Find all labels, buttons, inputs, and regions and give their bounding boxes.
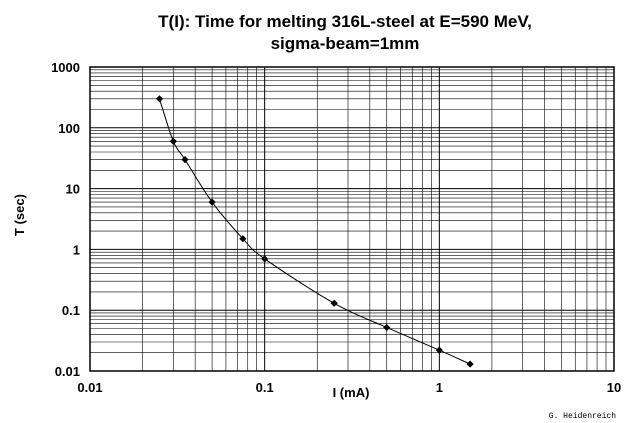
data-point-marker	[330, 299, 338, 307]
series-line	[159, 98, 471, 365]
data-point-marker	[239, 235, 247, 243]
author-credit: G. Heidenreich	[549, 412, 616, 421]
y-axis-label: T (sec)	[12, 194, 27, 236]
x-tick-label: 10	[607, 380, 621, 395]
data-point-marker	[383, 323, 391, 332]
y-tick-label: 1	[73, 242, 80, 257]
y-tick-label: 10	[66, 182, 80, 197]
chart-title-line2: sigma-beam=1mm	[271, 34, 420, 53]
data-point-marker	[155, 95, 164, 103]
x-axis-label: I (mA)	[333, 385, 370, 400]
y-tick-label: 0.1	[62, 303, 80, 318]
plot-frame	[89, 66, 615, 372]
chart-title-line1: T(I): Time for melting 316L-steel at E=5…	[158, 12, 532, 31]
data-points	[155, 95, 474, 368]
y-tick-labels: 1000 100 10 1 0.1 0.01	[51, 60, 80, 379]
data-point-marker	[169, 137, 177, 145]
x-tick-label: 0.01	[77, 380, 102, 395]
y-tick-label: 1000	[51, 60, 80, 75]
data-point-marker	[261, 255, 269, 263]
data-point-marker	[435, 346, 443, 354]
y-tick-label: 0.01	[55, 364, 80, 379]
data-point-marker	[466, 360, 474, 368]
grid	[89, 67, 614, 372]
data-point-marker	[208, 198, 216, 206]
x-tick-label: 1	[436, 380, 443, 395]
data-point-marker	[181, 155, 189, 164]
y-tick-label: 100	[58, 121, 80, 136]
x-tick-labels: 0.01 0.1 1 10	[77, 380, 621, 395]
x-tick-label: 0.1	[256, 380, 274, 395]
